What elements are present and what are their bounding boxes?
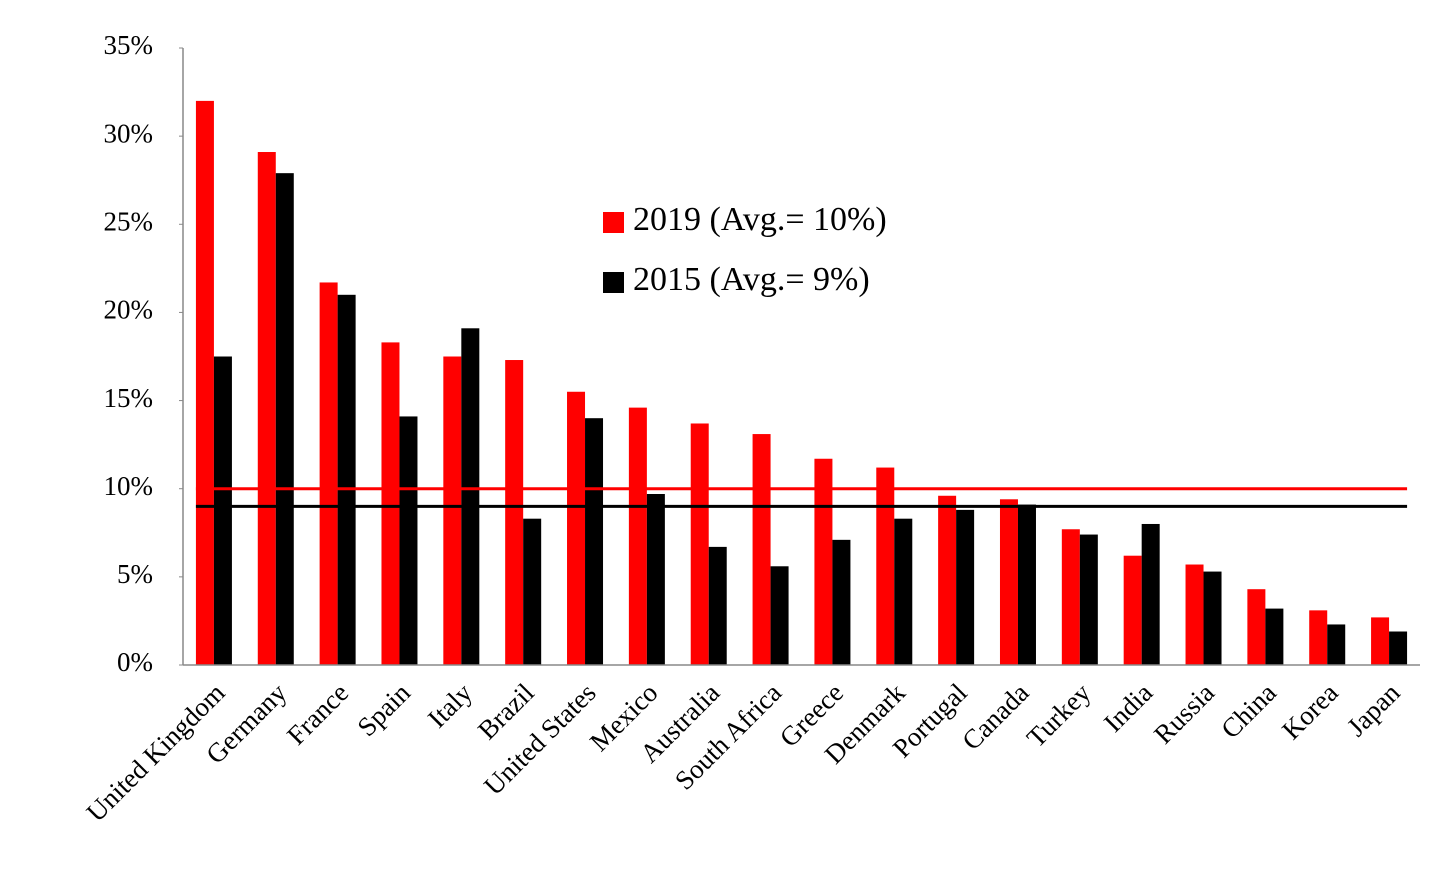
bar — [752, 434, 771, 665]
bar — [628, 407, 647, 665]
bar — [1265, 608, 1284, 665]
x-tick-label: Turkey — [1021, 677, 1097, 753]
legend-swatch — [603, 212, 624, 233]
bar — [443, 356, 462, 665]
y-tick-label: 15% — [104, 383, 154, 413]
bar — [1327, 624, 1346, 665]
bar — [956, 509, 975, 665]
bar — [1017, 504, 1036, 665]
legend-label: 2019 (Avg.= 10%) — [633, 201, 887, 238]
bar — [585, 418, 604, 665]
bar — [257, 152, 276, 666]
legend-swatch — [603, 272, 624, 293]
y-tick-label: 35% — [104, 30, 154, 60]
bar — [999, 499, 1018, 665]
bar — [275, 173, 294, 666]
bar — [1185, 564, 1204, 665]
x-tick-label: Italy — [422, 677, 479, 734]
y-tick-label: 25% — [104, 206, 154, 236]
bar — [1371, 617, 1390, 665]
bar — [1141, 523, 1160, 665]
bar — [505, 360, 524, 665]
bar — [876, 467, 895, 665]
bar — [567, 391, 586, 665]
bar — [399, 416, 418, 665]
bar — [894, 518, 913, 665]
y-tick-label: 20% — [104, 295, 154, 325]
x-tick-label: Korea — [1276, 677, 1344, 745]
bar — [1079, 534, 1098, 665]
bar — [381, 342, 400, 665]
y-tick-label: 30% — [104, 118, 154, 148]
bar — [708, 546, 727, 665]
bar — [814, 458, 833, 665]
bar — [770, 566, 789, 665]
bar — [337, 294, 356, 665]
bar — [523, 518, 542, 665]
x-tick-label: France — [281, 677, 354, 750]
bar — [832, 539, 851, 665]
bar — [646, 494, 665, 665]
x-tick-label: Canada — [956, 677, 1034, 755]
bar — [1123, 555, 1142, 665]
x-tick-label: Spain — [351, 677, 416, 742]
legend-label: 2015 (Avg.= 9%) — [633, 261, 870, 298]
bar — [195, 100, 214, 665]
bar — [461, 328, 480, 665]
bar — [938, 495, 957, 665]
bar — [1389, 631, 1408, 665]
bar — [319, 282, 338, 665]
y-tick-label: 0% — [117, 647, 153, 677]
bar — [690, 423, 709, 665]
bar — [1309, 610, 1328, 665]
y-tick-label: 5% — [117, 559, 153, 589]
y-tick-label: 10% — [104, 471, 154, 501]
x-tick-label: Russia — [1148, 677, 1220, 749]
bar — [1247, 589, 1266, 665]
bar — [1061, 529, 1080, 665]
bar — [213, 356, 232, 665]
x-tick-label: Japan — [1341, 677, 1406, 742]
bar — [1203, 571, 1222, 665]
x-tick-label: China — [1215, 677, 1282, 744]
